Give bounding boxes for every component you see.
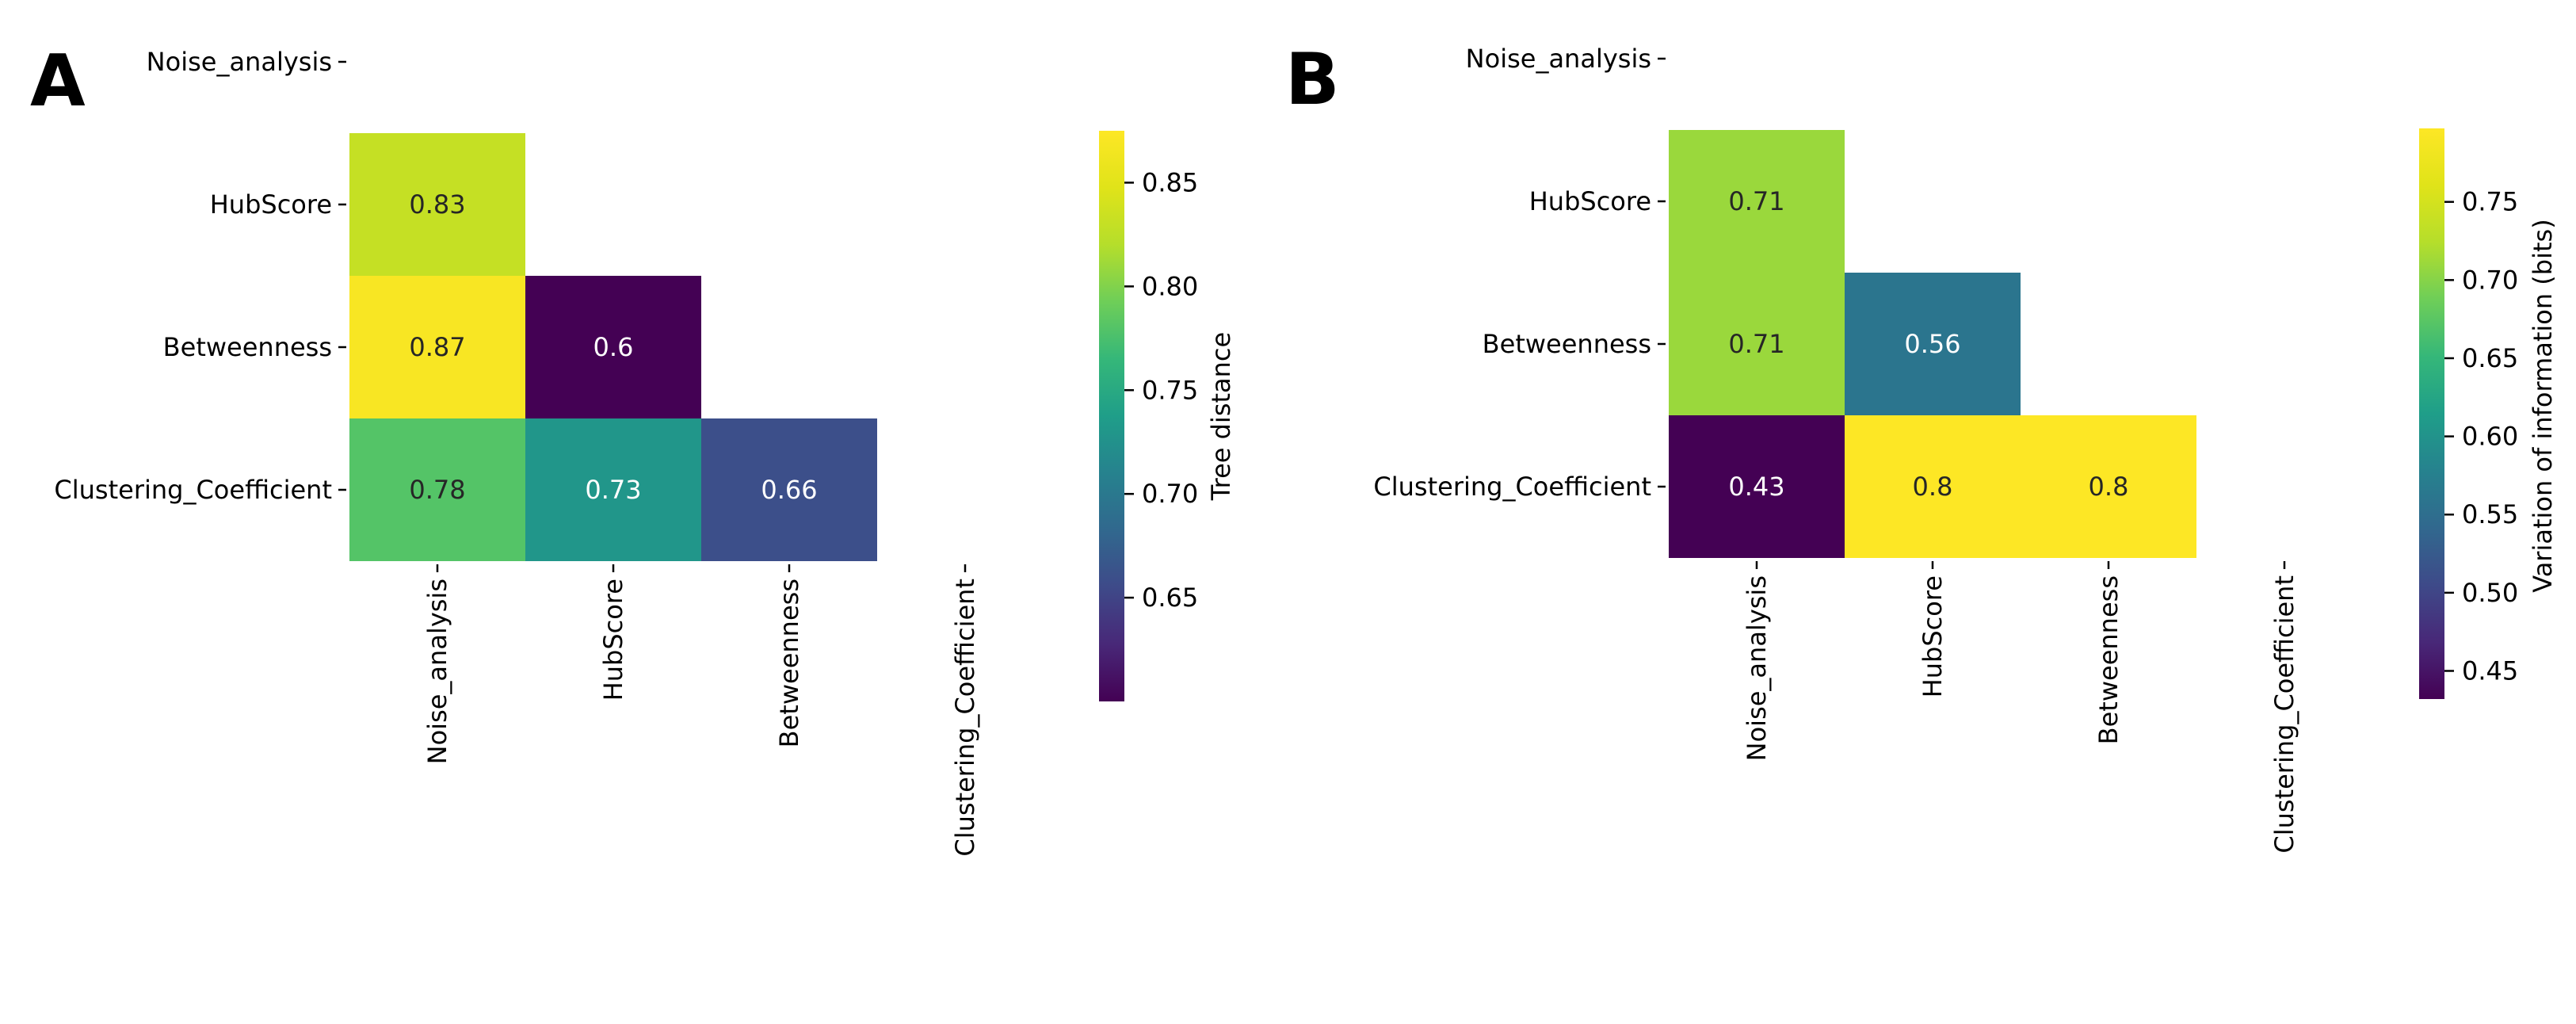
heatmap-cell-a-r1-c0 [349, 133, 525, 276]
colorbar-tick-label-b-2: 0.55 [2462, 499, 2518, 529]
cell-value-label-b-r2-c0: 0.71 [1728, 329, 1784, 359]
row-label-a-hubscore: HubScore [210, 189, 332, 220]
heatmap-cell-a-r3-c2 [701, 418, 877, 561]
col-labels-b: Noise_analysis HubScore Betweenness Cluster… [1742, 561, 2299, 854]
colorbar-tick-label-b-4: 0.65 [2462, 343, 2518, 373]
heatmap-cell-b-r2-c0 [1669, 273, 1845, 415]
cell-value-label-b-r3-c1: 0.8 [1913, 472, 1953, 502]
cell-value-label-b-r2-c1: 0.56 [1904, 329, 1960, 359]
colorbar-tick-label-b-3: 0.60 [2462, 422, 2518, 452]
colorbar-tick-label-a-1: 0.70 [1142, 479, 1198, 509]
colorbar-tick-label-b-6: 0.75 [2462, 187, 2518, 217]
row-label-b-noise-analysis: Noise_analysis [1466, 44, 1651, 74]
col-label-b-betweenness: Betweenness [2093, 575, 2124, 744]
cell-value-label-a-r2-c1: 0.6 [593, 332, 634, 362]
cell-value-label-a-r1-c0: 0.83 [409, 189, 465, 220]
col-label-a-clustering-coefficient: Clustering_Coefficient [950, 579, 980, 857]
row-label-b-clustering-coefficient: Clustering_Coefficient [1373, 472, 1651, 502]
row-label-a-betweenness: Betweenness [163, 332, 332, 362]
heatmap-cell-b-r3-c1 [1845, 415, 2021, 558]
cell-value-label-a-r3-c0: 0.78 [409, 475, 465, 505]
heatmap-cell-b-r3-c2 [2021, 415, 2196, 558]
row-labels-b: Noise_analysis HubScore Betweenness Cluster… [1373, 44, 1666, 502]
heatmap-cell-a-r3-c1 [525, 418, 701, 561]
panel-label-b: B [1285, 38, 1340, 121]
row-label-b-hubscore: HubScore [1529, 186, 1651, 216]
colorbar-tick-label-b-0: 0.45 [2462, 655, 2518, 686]
colorbar-gradient-b [2419, 128, 2444, 699]
col-label-a-noise-analysis: Noise_analysis [422, 579, 452, 764]
colorbar-b: 0.45 0.50 0.55 0.60 0.65 0.70 0.75 Variation o… [2419, 128, 2558, 699]
heatmap-cell-b-r1-c0 [1669, 130, 1845, 273]
cell-value-label-b-r3-c2: 0.8 [2089, 472, 2129, 502]
col-label-b-hubscore: HubScore [1918, 575, 1948, 697]
heatmap-cell-a-r2-c1 [525, 276, 701, 418]
cell-value-label-a-r3-c2: 0.66 [761, 475, 817, 505]
row-label-a-noise-analysis: Noise_analysis [147, 47, 332, 77]
heatmap-cells-b: 0.71 0.71 0.56 0.43 0.8 0.8 [1669, 130, 2196, 558]
col-label-a-hubscore: HubScore [598, 579, 628, 701]
colorbar-ticks-a: 0.65 0.70 0.75 0.80 0.85 [1124, 167, 1198, 613]
panel-label-a: A [30, 40, 86, 123]
colorbar-ticks-b: 0.45 0.50 0.55 0.60 0.65 0.70 0.75 [2444, 187, 2518, 686]
col-labels-a: Noise_analysis HubScore Betweenness Cluster… [422, 564, 980, 857]
cell-value-label-a-r2-c0: 0.87 [409, 332, 465, 362]
colorbar-tick-label-a-2: 0.75 [1142, 375, 1198, 405]
colorbar-tick-label-a-4: 0.85 [1142, 167, 1198, 197]
colorbar-gradient-a [1099, 131, 1124, 701]
col-label-a-betweenness: Betweenness [774, 579, 804, 747]
cell-value-label-b-r3-c0: 0.43 [1728, 472, 1784, 502]
col-label-b-clustering-coefficient: Clustering_Coefficient [2269, 575, 2299, 854]
panel-b: B Noise_analysis HubScore Betweenness Clust… [1285, 38, 2558, 854]
colorbar-title-a: Tree distance [1206, 332, 1236, 501]
colorbar-tick-label-b-5: 0.70 [2462, 265, 2518, 295]
colorbar-tick-label-a-0: 0.65 [1142, 583, 1198, 613]
row-label-a-clustering-coefficient: Clustering_Coefficient [54, 475, 332, 505]
heatmap-cell-a-r3-c0 [349, 418, 525, 561]
col-label-b-noise-analysis: Noise_analysis [1742, 575, 1772, 761]
cell-value-label-a-r3-c1: 0.73 [585, 475, 641, 505]
row-labels-a: Noise_analysis HubScore Betweenness Cluster… [54, 47, 346, 505]
cell-value-label-b-r1-c0: 0.71 [1728, 186, 1784, 216]
heatmap-cell-a-r2-c0 [349, 276, 525, 418]
colorbar-title-b: Variation of information (bits) [2528, 219, 2558, 592]
heatmap-cell-b-r3-c0 [1669, 415, 1845, 558]
heatmap-cell-b-r2-c1 [1845, 273, 2021, 415]
colorbar-tick-label-b-1: 0.50 [2462, 578, 2518, 608]
heatmap-cells-a: 0.83 0.87 0.6 0.78 0.73 0.66 [349, 133, 877, 561]
colorbar-tick-label-a-3: 0.80 [1142, 271, 1198, 301]
panel-a: A Noise_analysis HubScore Betweenness Clust… [30, 40, 1236, 857]
colorbar-a: 0.65 0.70 0.75 0.80 0.85 Tree distance [1099, 131, 1236, 701]
row-label-b-betweenness: Betweenness [1483, 329, 1651, 359]
